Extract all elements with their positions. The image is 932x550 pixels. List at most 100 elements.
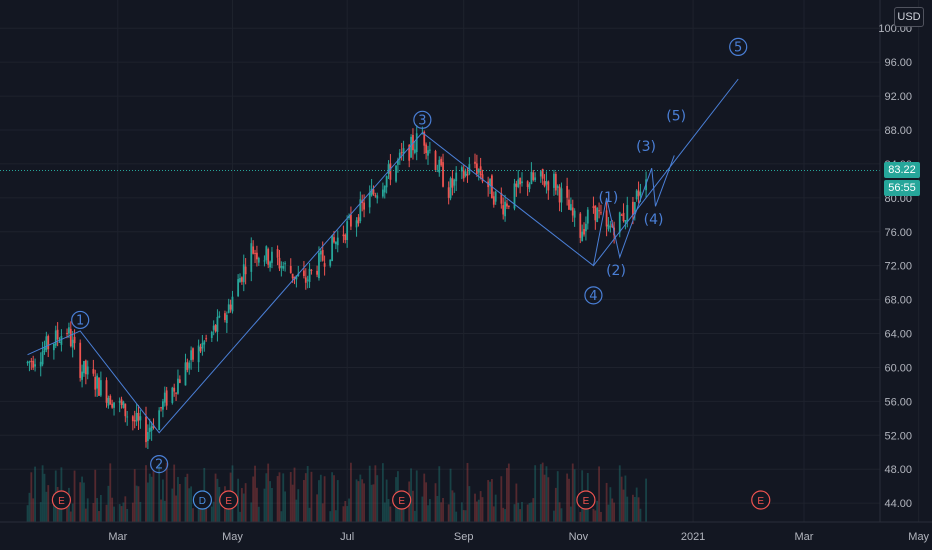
candle-body (240, 277, 243, 282)
grid-lines (0, 0, 920, 522)
candle-body (334, 242, 337, 245)
volume-bar (553, 510, 555, 522)
volume-bar (346, 506, 349, 522)
candle-body (73, 336, 76, 344)
candle-body (133, 420, 136, 422)
candle-body (242, 264, 245, 283)
candle-body (224, 313, 226, 320)
volume-bar (440, 502, 443, 522)
candle-body (455, 172, 458, 182)
candle-body (566, 185, 569, 198)
candle-body (178, 379, 181, 383)
volume-bar (585, 503, 587, 522)
volume-bar (34, 466, 36, 522)
candle-body (618, 212, 621, 233)
volume-bar (568, 478, 570, 522)
candle-body (554, 174, 557, 191)
candle-body (32, 360, 35, 368)
earnings-marker: E (576, 490, 596, 510)
volume-bar (632, 494, 634, 522)
volume-bar (598, 466, 600, 522)
candle-body (624, 220, 627, 223)
candle-body (186, 362, 189, 370)
price-axis[interactable]: 100.0096.0092.0088.0084.0080.0076.0072.0… (878, 0, 912, 522)
volume-bar (635, 487, 638, 522)
volume-bar (344, 500, 347, 522)
candle-body (583, 229, 585, 235)
candle-body (569, 204, 572, 211)
marker-text: E (583, 496, 590, 507)
volume-bar (579, 511, 582, 522)
candle-body (395, 165, 397, 182)
candle-body (289, 265, 292, 274)
volume-bar (385, 479, 388, 522)
volume-bar (348, 498, 350, 522)
candle-body (374, 195, 377, 197)
volume-bar (624, 475, 627, 522)
volume-bar (86, 498, 89, 522)
volume-bar (477, 499, 480, 522)
candle-body (316, 270, 318, 275)
candle-body (30, 360, 33, 362)
volume-bar (438, 466, 441, 522)
volume-bar (94, 469, 97, 522)
candle-body (425, 144, 428, 154)
candle-body (598, 210, 600, 212)
candle-body (530, 171, 533, 185)
candle-body (438, 159, 441, 173)
candle-body (434, 151, 437, 171)
wave-line (27, 78, 739, 434)
currency-badge[interactable]: USD (894, 7, 924, 27)
candle-body (639, 191, 642, 196)
candle-body (517, 179, 520, 187)
volume-bar (240, 488, 243, 522)
candle-body (494, 191, 497, 202)
candle-body (303, 270, 305, 277)
volume-bar (28, 492, 31, 522)
time-tick-label: Mar (795, 531, 814, 543)
volume-bar (146, 482, 149, 522)
volume-bar (633, 496, 636, 522)
volume-bar (504, 509, 506, 522)
candle-body (210, 332, 213, 338)
candle-body (58, 341, 61, 343)
volume-bar (350, 462, 352, 522)
volume-bar (99, 495, 102, 522)
volume-bar (333, 475, 335, 522)
volume-bar (71, 503, 74, 522)
volume-bar (316, 494, 318, 522)
candle-body (203, 341, 206, 345)
candle-body (594, 205, 597, 221)
candle-body (205, 338, 208, 340)
volume-bar (163, 500, 166, 522)
volume-bar (412, 490, 414, 522)
candle-body (69, 328, 72, 346)
volume-bar (84, 508, 87, 522)
candle-body (84, 360, 87, 375)
candle-body (466, 173, 469, 176)
wave-label-text: (3) (636, 139, 656, 155)
volume-bar (131, 502, 134, 522)
time-tick-label: 2021 (681, 531, 705, 543)
candle-body (218, 315, 221, 318)
candle-body (257, 257, 260, 263)
candle-body (519, 177, 522, 185)
volume-bar (216, 478, 219, 522)
candle-body (111, 403, 114, 408)
candle-body (201, 343, 204, 349)
volume-bar (359, 474, 362, 522)
candle-body (506, 203, 508, 207)
volume-bar (201, 509, 204, 522)
volume-bar (52, 493, 55, 522)
volume-bar (519, 509, 522, 522)
candle-body (239, 278, 241, 283)
time-axis[interactable]: Mar May Jul Sep Nov 2021 Mar May (0, 521, 932, 543)
volume-bar (481, 497, 484, 522)
volume-bar (297, 489, 300, 522)
candle-body (124, 403, 127, 417)
candle-body (504, 201, 506, 217)
price-tick-label: 72.00 (884, 261, 912, 273)
volume-bar (530, 502, 533, 522)
candle-body (306, 279, 309, 281)
